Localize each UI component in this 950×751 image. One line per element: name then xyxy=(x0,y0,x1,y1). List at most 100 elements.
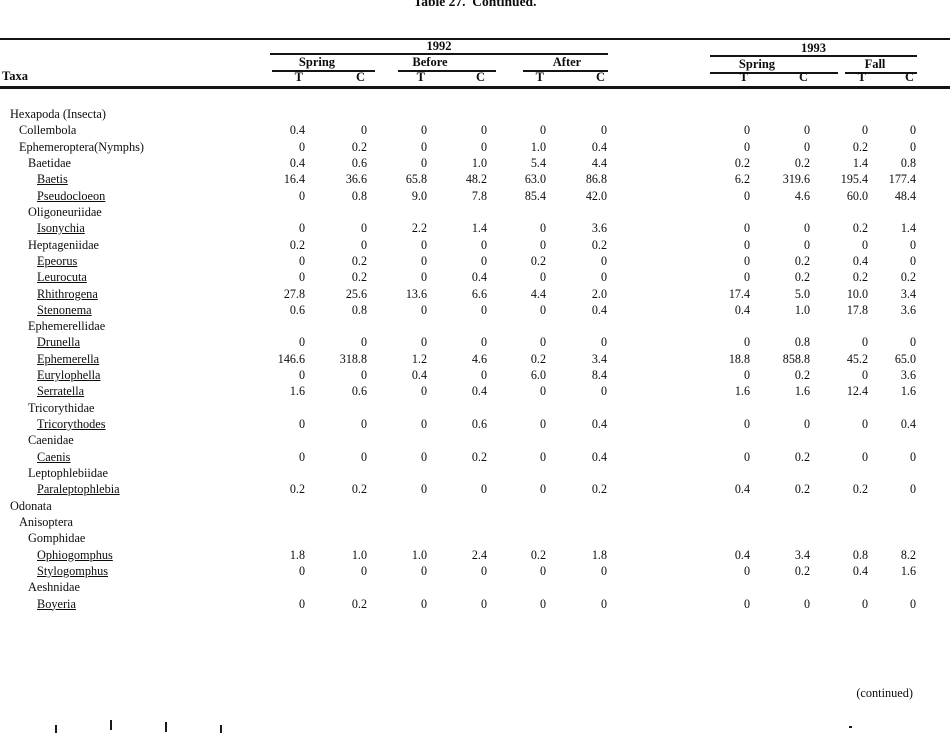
value-cell: 0 xyxy=(298,335,305,350)
value-cell: 18.8 xyxy=(728,351,750,366)
season-header-after-1992: After xyxy=(552,55,582,69)
column-header-tc: C xyxy=(798,70,808,84)
value-cell: 0 xyxy=(909,253,916,268)
taxon-name: Isonychia xyxy=(37,221,85,236)
value-cell: 0 xyxy=(420,139,427,154)
table-row: Hexapoda (Insecta) xyxy=(0,106,950,122)
table-row: Caenis 0 0 0 0.2 0 0.4 0 0.2 0 0 xyxy=(0,449,950,465)
value-cell: 1.0 xyxy=(351,547,367,562)
value-cell: 1.0 xyxy=(794,302,810,317)
table-row: Ophiogomphus 1.8 1.0 1.0 2.4 0.2 1.8 0.4 3.4 0.8 8… xyxy=(0,547,950,563)
table-row: Eurylophella 0 0 0.4 0 6.0 8.4 0 0.2 0 3.6 xyxy=(0,367,950,383)
scan-artifact-tick xyxy=(220,725,222,733)
year-1992-underline xyxy=(270,53,608,55)
value-cell: 0.8 xyxy=(900,155,916,170)
value-cell: 0 xyxy=(298,221,305,236)
value-cell: 0 xyxy=(909,596,916,611)
value-cell: 42.0 xyxy=(585,188,607,203)
data-table: Hexapoda (Insecta) Collembola 0.4 0 0 0 0 0 0 0 0 0… xyxy=(0,106,950,616)
value-cell: 4.4 xyxy=(591,155,607,170)
value-cell: 1.2 xyxy=(411,351,427,366)
value-cell: 0.2 xyxy=(734,155,750,170)
season-spring93-underline xyxy=(710,72,838,74)
value-cell: 0.4 xyxy=(734,302,750,317)
value-cell: 0 xyxy=(420,253,427,268)
value-cell: 0.2 xyxy=(351,596,367,611)
value-cell: 0.2 xyxy=(794,563,810,578)
value-cell: 0 xyxy=(539,270,546,285)
value-cell: 0 xyxy=(743,335,750,350)
value-cell: 0.2 xyxy=(289,482,305,497)
value-cell: 1.8 xyxy=(591,547,607,562)
value-cell: 0.2 xyxy=(794,449,810,464)
value-cell: 0 xyxy=(861,237,868,252)
value-cell: 0 xyxy=(743,221,750,236)
taxon-name: Caenidae xyxy=(28,433,74,448)
continued-note: (continued) xyxy=(856,686,913,700)
value-cell: 10.0 xyxy=(846,286,868,301)
value-cell: 0 xyxy=(420,155,427,170)
table-title: Table 27. Continued. xyxy=(413,0,537,9)
table-row: Gomphidae xyxy=(0,530,950,546)
table-row: Heptageniidae 0.2 0 0 0 0 0.2 0 0 0 0 xyxy=(0,237,950,253)
column-header-tc: C xyxy=(904,70,914,84)
value-cell: 0.2 xyxy=(794,253,810,268)
value-cell: 0 xyxy=(360,221,367,236)
value-cell: 45.2 xyxy=(846,351,868,366)
value-cell: 318.8 xyxy=(339,351,367,366)
table-row: Leptophlebiidae xyxy=(0,465,950,481)
value-cell: 0.6 xyxy=(351,155,367,170)
value-cell: 0 xyxy=(803,123,810,138)
value-cell: 3.6 xyxy=(900,368,916,383)
value-cell: 1.4 xyxy=(900,221,916,236)
table-row: Isonychia 0 0 2.2 1.4 0 3.6 0 0 0.2 1.4 xyxy=(0,220,950,236)
value-cell: 0 xyxy=(420,302,427,317)
taxon-name: Stenonema xyxy=(37,302,92,317)
value-cell: 858.8 xyxy=(782,351,810,366)
value-cell: 3.6 xyxy=(591,221,607,236)
value-cell: 8.2 xyxy=(900,547,916,562)
taxon-name: Epeorus xyxy=(37,253,78,268)
value-cell: 36.6 xyxy=(345,172,367,187)
value-cell: 85.4 xyxy=(524,188,546,203)
table-row: Tricorythidae xyxy=(0,400,950,416)
value-cell: 0 xyxy=(480,139,487,154)
value-cell: 3.6 xyxy=(900,302,916,317)
column-header-tc: C xyxy=(475,70,485,84)
value-cell: 0.2 xyxy=(351,253,367,268)
table-row: Collembola 0.4 0 0 0 0 0 0 0 0 0 xyxy=(0,122,950,138)
value-cell: 0.4 xyxy=(289,123,305,138)
value-cell: 4.6 xyxy=(794,188,810,203)
season-header-spring-1992: Spring xyxy=(298,55,336,69)
taxon-name: Eurylophella xyxy=(37,368,101,383)
value-cell: 3.4 xyxy=(591,351,607,366)
year-header-1993: 1993 xyxy=(801,41,826,55)
table-top-rule xyxy=(0,38,950,40)
value-cell: 0 xyxy=(539,335,546,350)
value-cell: 0.2 xyxy=(794,270,810,285)
value-cell: 0 xyxy=(861,123,868,138)
value-cell: 0 xyxy=(803,417,810,432)
value-cell: 0.4 xyxy=(289,155,305,170)
column-header-tc: T xyxy=(535,70,544,84)
value-cell: 6.0 xyxy=(530,368,546,383)
value-cell: 0 xyxy=(420,335,427,350)
value-cell: 0.2 xyxy=(471,449,487,464)
value-cell: 0.8 xyxy=(351,188,367,203)
value-cell: 0.6 xyxy=(289,302,305,317)
taxon-name: Heptageniidae xyxy=(28,237,100,252)
value-cell: 5.4 xyxy=(530,155,546,170)
value-cell: 1.6 xyxy=(289,384,305,399)
value-cell: 0.2 xyxy=(852,139,868,154)
column-header-tc: T xyxy=(739,70,748,84)
taxon-name: Odonata xyxy=(10,498,52,513)
table-row: Boyeria 0 0.2 0 0 0 0 0 0 0 0 xyxy=(0,596,950,612)
value-cell: 0.4 xyxy=(852,563,868,578)
year-header-1992: 1992 xyxy=(426,39,452,53)
table-row: Ephemerellidae xyxy=(0,318,950,334)
value-cell: 0 xyxy=(360,368,367,383)
taxon-name: Leptophlebiidae xyxy=(28,466,108,481)
season-header-fall-1993: Fall xyxy=(864,57,886,71)
value-cell: 0 xyxy=(861,449,868,464)
